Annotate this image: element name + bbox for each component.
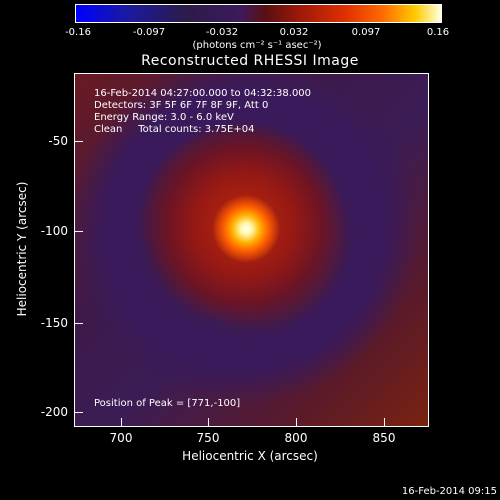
colorbar-unit: (photons cm⁻² s⁻¹ asec⁻²) [192,40,322,51]
info-time-range: 16-Feb-2014 04:27:00.000 to 04:32:38.000 [94,88,312,99]
y-tick-mark [75,412,83,413]
rhessi-image: 16-Feb-2014 04:27:00.000 to 04:32:38.000… [74,73,429,427]
colorbar-tick: 0.16 [426,27,450,38]
info-energy-range: Energy Range: 3.0 - 6.0 keV [94,112,234,123]
colorbar-tick: -0.097 [132,27,166,38]
image-title: Reconstructed RHESSI Image [141,53,359,69]
colorbar-tick: 0.032 [279,27,309,38]
y-tick-label: -100 [40,224,68,238]
peak-position: Position of Peak = [771,-100] [94,398,241,409]
footer-timestamp: 16-Feb-2014 09:15 [401,486,497,497]
x-tick-label: 700 [109,431,133,445]
y-tick-label: -200 [40,405,68,419]
x-tick-label: 850 [372,431,396,445]
y-tick-mark [75,141,83,142]
y-tick-mark [75,231,83,232]
colorbar-tick: -0.16 [65,27,91,38]
colorbar-tick: 0.097 [351,27,381,38]
info-detectors: Detectors: 3F 5F 6F 7F 8F 9F, Att 0 [94,100,269,111]
info-clean-counts: Clean Total counts: 3.75E+04 [94,124,255,135]
x-tick-label: 800 [284,431,308,445]
x-tick-mark [296,418,297,426]
x-tick-label: 750 [196,431,220,445]
x-tick-mark [208,418,209,426]
x-tick-mark [121,418,122,426]
y-tick-label: -150 [40,316,68,330]
x-axis-title: Heliocentric X (arcsec) [182,449,318,463]
colorbar [75,4,442,23]
colorbar-tick: -0.032 [205,27,239,38]
x-tick-mark [384,418,385,426]
y-tick-mark [75,323,83,324]
y-tick-label: -50 [48,134,68,148]
y-axis-title: Heliocentric Y (arcsec) [15,181,29,317]
